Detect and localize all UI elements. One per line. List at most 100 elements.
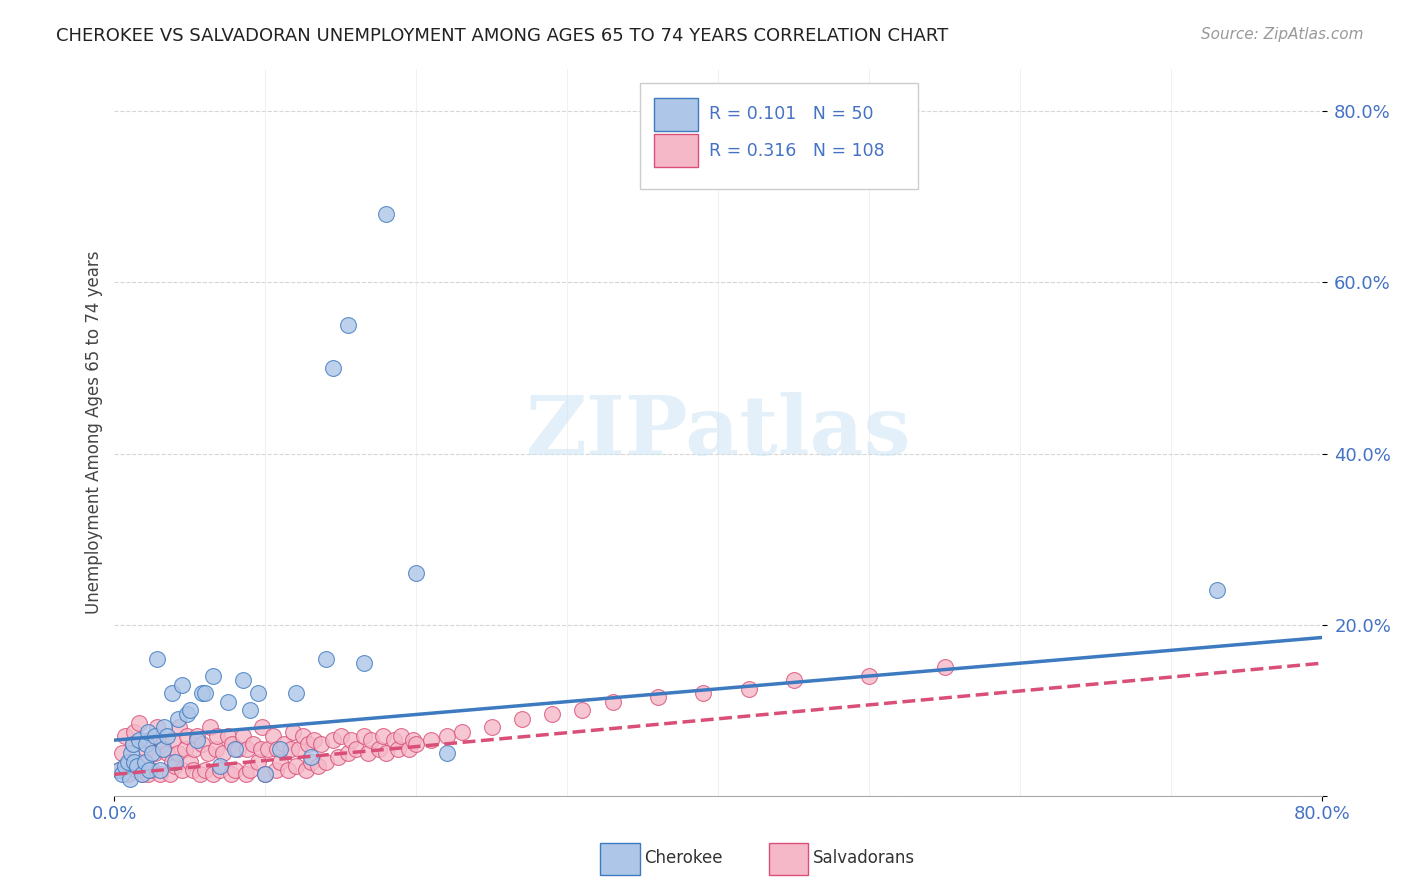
Point — [436, 729, 458, 743]
Point — [232, 729, 254, 743]
Point — [176, 707, 198, 722]
FancyBboxPatch shape — [654, 97, 697, 131]
Point — [292, 729, 315, 743]
Point — [353, 729, 375, 743]
Text: R = 0.316   N = 108: R = 0.316 N = 108 — [709, 142, 884, 160]
Point — [287, 741, 309, 756]
Point — [239, 763, 262, 777]
Point — [647, 690, 669, 705]
Point — [121, 738, 143, 752]
Point — [181, 763, 204, 777]
Point — [141, 763, 163, 777]
Point — [125, 763, 148, 777]
Point — [236, 741, 259, 756]
Point — [159, 767, 181, 781]
Text: Source: ZipAtlas.com: Source: ZipAtlas.com — [1201, 27, 1364, 42]
Point — [783, 673, 806, 688]
Point — [280, 741, 302, 756]
Point — [134, 755, 156, 769]
Point — [389, 729, 412, 743]
Point — [387, 741, 409, 756]
Point — [163, 759, 186, 773]
Point — [254, 767, 277, 781]
Point — [145, 720, 167, 734]
Point — [136, 724, 159, 739]
Point — [602, 695, 624, 709]
Point — [118, 772, 141, 786]
Point — [131, 767, 153, 781]
Point — [402, 733, 425, 747]
Point — [174, 741, 197, 756]
Point — [302, 733, 325, 747]
Point — [169, 720, 191, 734]
Point — [254, 767, 277, 781]
Point — [117, 755, 139, 769]
Text: ZIPatlas: ZIPatlas — [526, 392, 911, 472]
Point — [219, 767, 242, 781]
Point — [190, 767, 212, 781]
Point — [191, 738, 214, 752]
Point — [128, 716, 150, 731]
Point — [121, 738, 143, 752]
Point — [209, 759, 232, 773]
Point — [156, 746, 179, 760]
Point — [117, 767, 139, 781]
Point — [135, 741, 157, 756]
Point — [108, 763, 131, 777]
Point — [337, 746, 360, 760]
Point — [284, 759, 307, 773]
Point — [198, 720, 221, 734]
Point — [510, 712, 533, 726]
Point — [273, 738, 295, 752]
Point — [281, 724, 304, 739]
Point — [250, 741, 273, 756]
Point — [179, 755, 201, 769]
Point — [284, 686, 307, 700]
Point — [315, 652, 337, 666]
Point — [262, 729, 284, 743]
Point — [360, 733, 382, 747]
Point — [322, 733, 344, 747]
Point — [176, 729, 198, 743]
Point — [309, 738, 332, 752]
Point — [344, 741, 367, 756]
Point — [136, 767, 159, 781]
Point — [204, 741, 226, 756]
Point — [122, 755, 145, 769]
Point — [160, 755, 183, 769]
Point — [252, 720, 274, 734]
Point — [858, 669, 880, 683]
Point — [1205, 583, 1227, 598]
Point — [152, 738, 174, 752]
Point — [382, 733, 405, 747]
Point — [264, 763, 287, 777]
Point — [235, 767, 257, 781]
Point — [737, 681, 759, 696]
Point — [134, 755, 156, 769]
Point — [135, 738, 157, 752]
Point — [183, 741, 205, 756]
Point — [340, 733, 363, 747]
Point — [111, 767, 134, 781]
Point — [353, 656, 375, 670]
Point — [373, 729, 395, 743]
Point — [934, 660, 956, 674]
Point — [114, 729, 136, 743]
Point — [436, 746, 458, 760]
Point — [138, 763, 160, 777]
Point — [277, 763, 299, 777]
Point — [307, 759, 329, 773]
Point — [217, 695, 239, 709]
Point — [270, 741, 292, 756]
Point — [145, 652, 167, 666]
Point — [138, 733, 160, 747]
Point — [201, 669, 224, 683]
Point — [242, 738, 264, 752]
Point — [224, 741, 246, 756]
Point — [191, 686, 214, 700]
Point — [197, 746, 219, 760]
Text: Salvadorans: Salvadorans — [813, 849, 915, 867]
Point — [108, 763, 131, 777]
Point — [322, 361, 344, 376]
Point — [163, 755, 186, 769]
